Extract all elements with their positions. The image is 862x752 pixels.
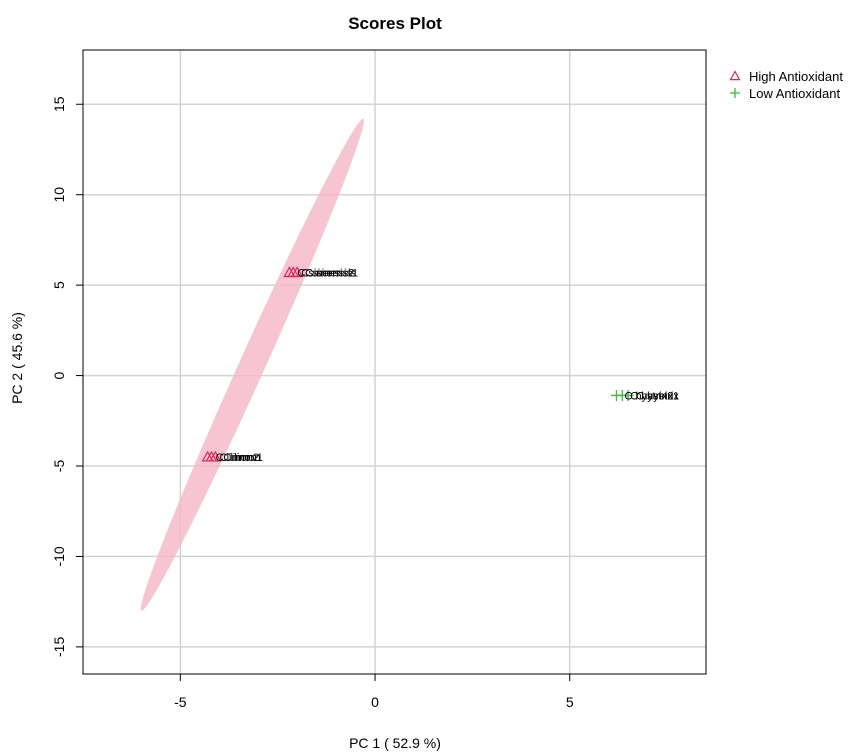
legend-marker-plus (730, 88, 740, 98)
point-label: C.hystrix2 (624, 390, 673, 402)
y-tick-label: -10 (51, 546, 67, 566)
data-point-triangle (291, 266, 304, 278)
x-tick-label: -5 (174, 694, 187, 710)
plot-frame (82, 49, 707, 675)
data-point-plus (622, 389, 634, 401)
x-tick-label: 5 (566, 694, 574, 710)
data-point-triangle (209, 450, 222, 462)
grid-lines (83, 50, 706, 674)
legend: High Antioxidant Low Antioxidant (729, 69, 843, 101)
point-label: C.limon1 (219, 452, 262, 464)
y-tick-label: 0 (51, 371, 67, 379)
point-label: C.limon (223, 452, 260, 464)
point-label: C.sinensis2 (297, 267, 354, 279)
x-axis-label: PC 1 ( 52.9 %) (349, 735, 441, 751)
y-tick-label: 10 (51, 187, 67, 203)
point-label: C.limon2 (216, 452, 259, 464)
legend-label: Low Antioxidant (749, 86, 840, 101)
y-tick-label: 5 (51, 281, 67, 289)
point-label: C.hystrix (636, 390, 679, 402)
point-label: C.sinensis (305, 267, 356, 279)
y-tick-label: -5 (51, 460, 67, 473)
legend-marker-triangle (729, 70, 741, 81)
legend-label: High Antioxidant (749, 69, 843, 84)
y-tick-label: -15 (51, 637, 67, 657)
data-points (201, 266, 634, 462)
y-tick-label: 15 (51, 96, 67, 112)
point-label: C.sinensis1 (301, 267, 358, 279)
chart-title: Scores Plot (348, 14, 442, 33)
confidence-ellipse-0 (140, 118, 364, 611)
confidence-ellipses (140, 118, 364, 611)
y-axis-label: PC 2 ( 45.6 %) (9, 312, 25, 404)
point-label: C.hystrix1 (630, 390, 679, 402)
y-axis: -15 -10 -5 0 5 10 15 (51, 96, 83, 657)
x-axis: -5 0 5 (174, 674, 574, 710)
x-tick-label: 0 (371, 694, 379, 710)
